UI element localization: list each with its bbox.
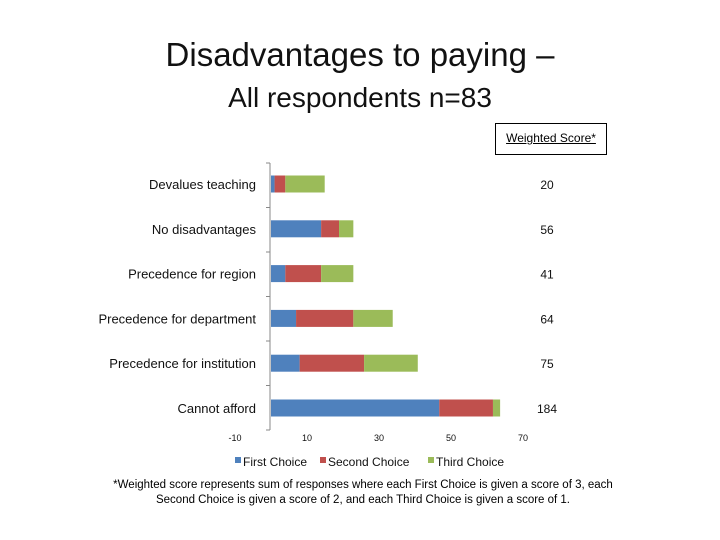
category-label: Precedence for institution xyxy=(109,356,256,371)
category-label: Precedence for department xyxy=(98,311,256,326)
bar-segment-second-choice xyxy=(274,175,286,193)
bar-segment-second-choice xyxy=(296,309,354,327)
x-tick-label: 30 xyxy=(374,433,384,443)
bar-segment-third-choice xyxy=(339,220,354,238)
bar-segment-third-choice xyxy=(364,354,418,372)
bar-segment-first-choice xyxy=(271,175,275,193)
bar-segment-third-choice xyxy=(353,309,393,327)
bar-segment-third-choice xyxy=(321,265,354,283)
category-label: Precedence for region xyxy=(128,267,256,282)
legend-swatch xyxy=(235,457,241,463)
weighted-score-header: Weighted Score* xyxy=(495,123,607,155)
category-label: No disadvantages xyxy=(152,222,257,237)
weighted-score-value: 56 xyxy=(540,223,554,237)
footnote: *Weighted score represents sum of respon… xyxy=(113,479,613,506)
bar-segment-third-choice xyxy=(492,399,501,417)
weighted-score-header-text: Weighted Score* xyxy=(506,131,596,145)
legend-label: Second Choice xyxy=(328,455,410,469)
bar-segment-first-choice xyxy=(271,220,322,238)
weighted-score-value: 75 xyxy=(540,357,554,371)
weighted-score-value: 20 xyxy=(540,178,554,192)
legend-swatch xyxy=(428,457,434,463)
weighted-score-value: 184 xyxy=(537,402,557,416)
bar-segment-second-choice xyxy=(299,354,365,372)
category-label: Cannot afford xyxy=(177,401,256,416)
bar-segment-first-choice xyxy=(271,354,300,372)
bar-segment-second-choice xyxy=(285,265,322,283)
category-label: Devalues teaching xyxy=(149,177,256,192)
legend-label: Third Choice xyxy=(436,455,504,469)
bar-segment-first-choice xyxy=(271,309,297,327)
bar-segment-second-choice xyxy=(439,399,493,417)
bar-segment-first-choice xyxy=(271,399,440,417)
x-tick-label: 10 xyxy=(302,433,312,443)
bar-segment-second-choice xyxy=(321,220,340,238)
legend-label: First Choice xyxy=(243,455,307,469)
legend-swatch xyxy=(320,457,326,463)
slide-title-line2: All respondents n=83 xyxy=(228,82,492,113)
weighted-score-value: 64 xyxy=(540,312,554,326)
slide-title-line1: Disadvantages to paying – xyxy=(165,36,555,73)
bar-segment-first-choice xyxy=(271,265,286,283)
x-tick-label: 70 xyxy=(518,433,528,443)
x-tick-label: 50 xyxy=(446,433,456,443)
bar-segment-third-choice xyxy=(285,175,325,193)
weighted-score-value: 41 xyxy=(540,268,554,282)
x-tick-label: -10 xyxy=(228,433,241,443)
stacked-bar-chart: Devalues teaching 20 No disadvantages 56 Pre… xyxy=(98,162,557,469)
